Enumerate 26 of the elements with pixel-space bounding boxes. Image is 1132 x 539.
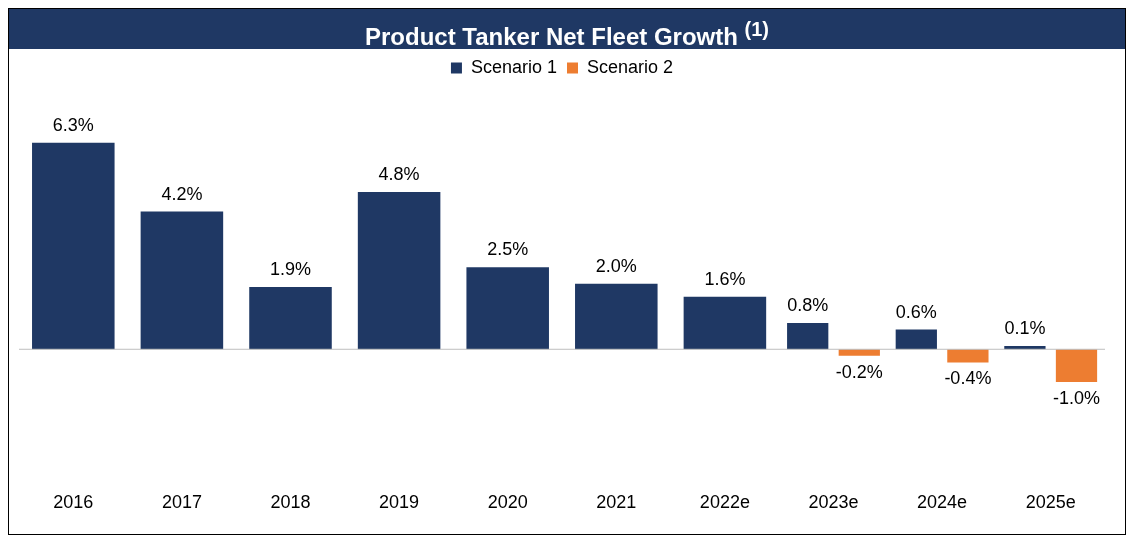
data-label: 1.6% <box>704 268 746 289</box>
x-tick-label: 2017 <box>161 492 202 513</box>
x-tick-label: 2021 <box>596 492 637 513</box>
x-tick-label: 2024e <box>917 492 968 513</box>
data-label: 4.2% <box>161 183 203 204</box>
legend-label: Scenario 1 <box>470 56 558 77</box>
data-label: 1.9% <box>269 258 312 279</box>
x-tick-label: 2018 <box>270 492 311 513</box>
data-label: 0.8% <box>787 295 829 316</box>
data-label: 2.5% <box>487 239 529 260</box>
data-label: 2.0% <box>595 255 637 276</box>
data-label: 0.1% <box>1004 317 1046 338</box>
data-label: -0.4% <box>944 368 992 389</box>
x-tick-label: 2016 <box>53 492 94 513</box>
data-label: -0.2% <box>835 361 883 382</box>
chart-title: Product Tanker Net Fleet Growth $^{(1)}$ <box>9 9 1125 50</box>
x-tick-label: 2023e <box>808 492 859 513</box>
data-label: 4.8% <box>378 163 420 184</box>
x-tick-label: 2019 <box>379 492 420 513</box>
x-tick-label: 2020 <box>487 492 528 513</box>
x-tick-label: 2022e <box>699 492 750 513</box>
data-label: -1.0% <box>1052 388 1101 409</box>
legend-label: Scenario 2 <box>587 56 674 77</box>
data-label: 6.3% <box>52 114 94 135</box>
x-tick-label: 2025e <box>1025 492 1076 513</box>
data-label: 0.6% <box>895 301 937 322</box>
